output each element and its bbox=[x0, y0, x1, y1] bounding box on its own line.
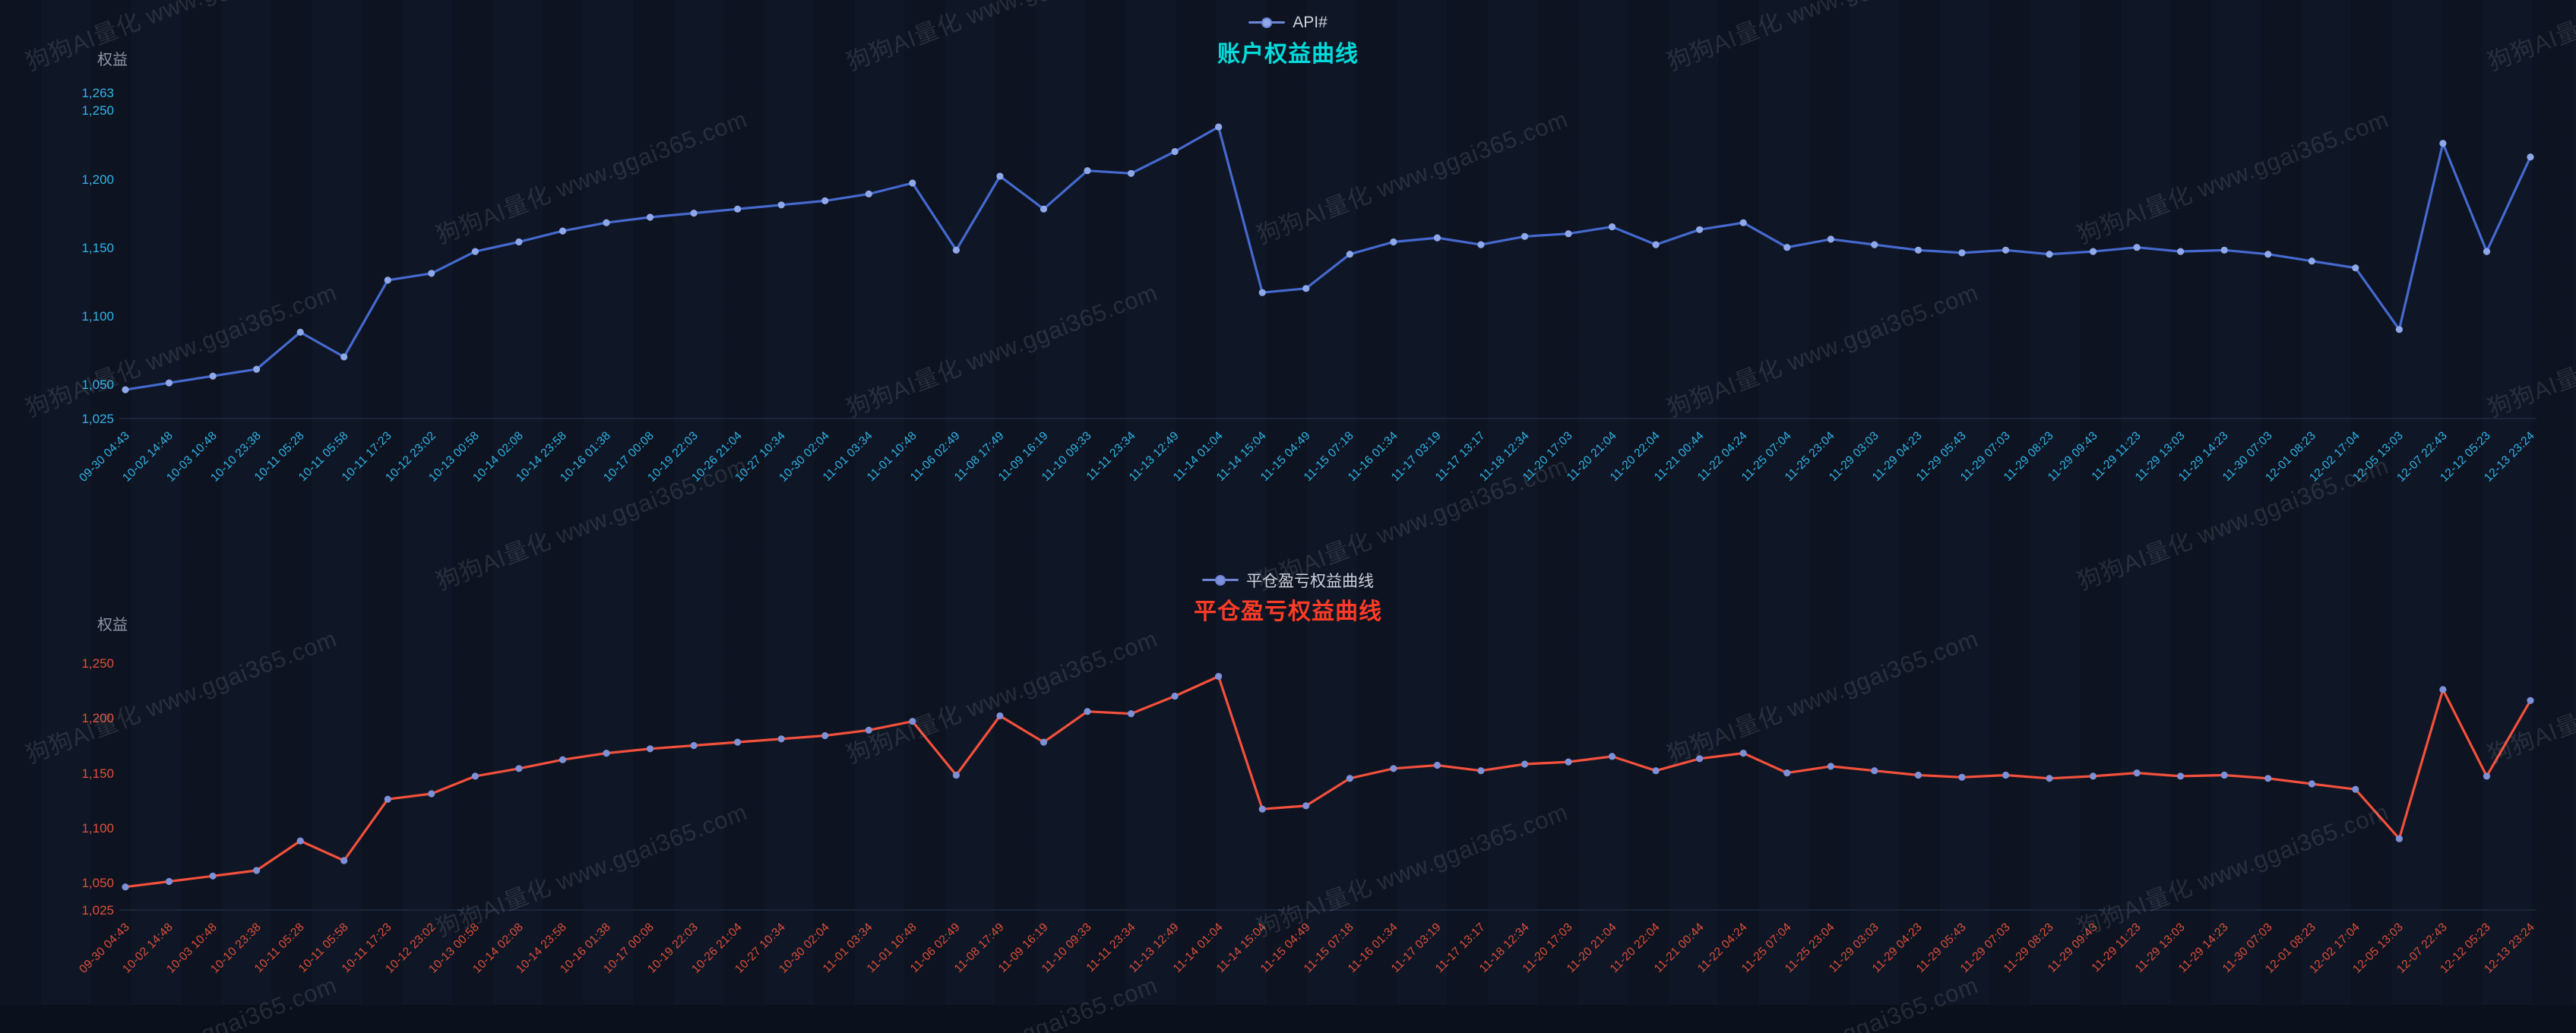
data-point[interactable] bbox=[1871, 767, 1878, 775]
line-series-icon bbox=[1202, 575, 1239, 586]
chart-title-closed-pnl: 平仓盈亏权益曲线 bbox=[1194, 599, 1382, 624]
legend-label: 平仓盈亏权益曲线 bbox=[1246, 573, 1374, 590]
legend-label: API# bbox=[1293, 14, 1328, 31]
data-point[interactable] bbox=[909, 718, 916, 725]
y-axis-tick-label: 1,263 bbox=[81, 86, 114, 100]
data-point[interactable] bbox=[428, 790, 435, 798]
data-point[interactable] bbox=[952, 771, 960, 779]
legend-closed-pnl[interactable]: 平仓盈亏权益曲线 bbox=[0, 570, 2576, 591]
data-point[interactable] bbox=[996, 712, 1004, 720]
series-line bbox=[124, 674, 2532, 889]
y-axis-tick-label: 1,150 bbox=[81, 766, 114, 781]
data-point[interactable] bbox=[2308, 780, 2315, 788]
data-point[interactable] bbox=[1783, 769, 1791, 777]
data-point[interactable] bbox=[2483, 772, 2491, 780]
data-point[interactable] bbox=[253, 867, 261, 874]
data-point[interactable] bbox=[296, 837, 304, 845]
data-point[interactable] bbox=[1346, 775, 1353, 782]
data-point[interactable] bbox=[1739, 750, 1747, 757]
line-series-icon bbox=[1248, 17, 1286, 28]
y-axis-tick-label: 1,200 bbox=[81, 711, 114, 726]
data-point[interactable] bbox=[646, 745, 654, 753]
data-point[interactable] bbox=[1390, 765, 1397, 772]
data-point[interactable] bbox=[1958, 773, 1966, 781]
y-axis-name: 权益 bbox=[97, 617, 128, 633]
data-point[interactable] bbox=[2264, 775, 2272, 782]
data-point[interactable] bbox=[2395, 835, 2403, 842]
data-point[interactable] bbox=[2177, 772, 2185, 780]
data-point[interactable] bbox=[1171, 692, 1179, 700]
data-point[interactable] bbox=[2089, 772, 2097, 780]
y-axis-tick-label: 1,050 bbox=[81, 377, 114, 392]
data-point[interactable] bbox=[865, 726, 872, 734]
data-point[interactable] bbox=[1302, 802, 1310, 810]
data-point[interactable] bbox=[1258, 805, 1266, 813]
data-point[interactable] bbox=[559, 756, 567, 763]
data-point[interactable] bbox=[1215, 672, 1223, 681]
y-axis-tick-label: 1,200 bbox=[81, 172, 114, 187]
data-point[interactable] bbox=[690, 741, 698, 750]
data-point[interactable] bbox=[1084, 708, 1091, 716]
data-point[interactable] bbox=[384, 795, 391, 803]
data-point[interactable] bbox=[2133, 769, 2141, 777]
y-axis-tick-label: 1,250 bbox=[81, 656, 114, 671]
y-axis-tick-label: 1,100 bbox=[81, 308, 114, 324]
data-point[interactable] bbox=[777, 735, 785, 743]
data-point[interactable] bbox=[2002, 771, 2010, 779]
data-point[interactable] bbox=[340, 857, 348, 864]
data-point[interactable] bbox=[122, 883, 129, 891]
bottom-bar bbox=[0, 1005, 2576, 1033]
data-point[interactable] bbox=[1608, 753, 1616, 760]
data-point[interactable] bbox=[603, 750, 610, 757]
y-axis-tick-label: 1,100 bbox=[81, 820, 114, 836]
data-point[interactable] bbox=[2046, 775, 2053, 782]
data-point[interactable] bbox=[1127, 710, 1135, 718]
data-point[interactable] bbox=[1652, 767, 1660, 775]
legend-api[interactable]: API# bbox=[0, 12, 2576, 33]
y-axis-name: 权益 bbox=[97, 52, 128, 68]
data-point[interactable] bbox=[1433, 761, 1441, 769]
y-axis-tick-label: 1,050 bbox=[81, 875, 114, 890]
y-axis-tick-label: 1,025 bbox=[81, 412, 114, 426]
y-axis-tick-label: 1,025 bbox=[81, 903, 114, 918]
data-point[interactable] bbox=[2220, 771, 2228, 779]
y-axis-tick-label: 1,150 bbox=[81, 240, 114, 255]
data-point[interactable] bbox=[1040, 738, 1048, 746]
data-point[interactable] bbox=[165, 877, 173, 886]
data-point[interactable] bbox=[209, 872, 217, 880]
data-point[interactable] bbox=[734, 738, 742, 746]
data-point[interactable] bbox=[1696, 755, 1704, 763]
data-point[interactable] bbox=[471, 772, 479, 780]
data-point[interactable] bbox=[1521, 760, 1529, 768]
data-point[interactable] bbox=[2527, 697, 2534, 704]
data-point[interactable] bbox=[1827, 763, 1834, 770]
y-axis-tick-label: 1,250 bbox=[81, 103, 114, 118]
data-point[interactable] bbox=[1914, 771, 1922, 779]
data-point[interactable] bbox=[1477, 767, 1485, 775]
data-point[interactable] bbox=[821, 731, 829, 740]
data-point[interactable] bbox=[2439, 686, 2447, 693]
chart-title-account-equity: 账户权益曲线 bbox=[1217, 42, 1359, 67]
data-point[interactable] bbox=[515, 765, 523, 772]
data-point[interactable] bbox=[2352, 785, 2359, 793]
data-point[interactable] bbox=[1565, 758, 1572, 766]
